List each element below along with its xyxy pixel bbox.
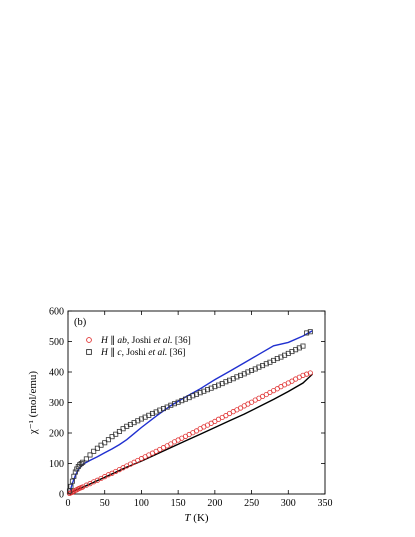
legend-label-part: c [117, 348, 122, 358]
data-point-c [263, 361, 269, 367]
legend-label-part: [36] [167, 348, 185, 358]
data-point-c [216, 382, 222, 388]
data-point-c [69, 478, 75, 484]
legend-label-part: ∥ [108, 347, 118, 358]
data-point-c [223, 379, 229, 385]
data-point-c [175, 399, 181, 405]
data-point-c [168, 402, 174, 408]
data-point-c [102, 440, 108, 446]
data-point-c [274, 356, 280, 362]
y-tick-label: 300 [49, 398, 64, 409]
legend-label-part: , Joshi [122, 348, 149, 358]
legend-label-part: , Joshi [127, 336, 154, 346]
data-point-c [87, 452, 93, 458]
data-point-c [116, 428, 122, 434]
data-point-c [245, 369, 251, 375]
legend-label-part: H [100, 348, 109, 358]
panel-label: (b) [74, 317, 87, 328]
data-point-c [182, 396, 188, 402]
x-tick-label: 50 [100, 498, 110, 509]
y-tick-label: 400 [49, 368, 64, 379]
data-point-c [227, 377, 233, 383]
fit-line [71, 373, 313, 494]
data-point-c [113, 431, 119, 437]
data-point-c [105, 437, 111, 443]
legend-label-part: ∥ [108, 335, 118, 346]
x-axis-label-symbol: T [184, 512, 191, 524]
data-points [66, 329, 313, 496]
legend-marker-square [86, 349, 92, 355]
data-point-c [190, 393, 196, 399]
data-point-c [238, 372, 244, 378]
x-tick-label: 0 [66, 498, 71, 509]
data-point-c [300, 343, 306, 349]
y-tick-label: 100 [49, 459, 64, 470]
legend-label: H ∥ c, Joshi et al. [36] [100, 347, 185, 358]
x-tick-label: 350 [318, 498, 333, 509]
legend-label: H ∥ ab, Joshi et al. [36] [100, 335, 191, 346]
data-point-c [205, 387, 211, 393]
data-point-c [160, 406, 166, 412]
legend: H ∥ ab, Joshi et al. [36]H ∥ c, Joshi et… [86, 335, 191, 358]
data-point-c [157, 407, 163, 413]
axis-ticks: 0 50 100 150 200 250 300 350 0 100 200 300 400 500 600 [49, 307, 333, 510]
y-tick-label: 200 [49, 429, 64, 440]
legend-marker-circle [86, 337, 92, 343]
x-tick-label: 250 [244, 498, 259, 509]
data-point-c [171, 401, 177, 407]
legend-label-part: [36] [173, 336, 191, 346]
x-tick-label: 150 [171, 498, 186, 509]
x-axis-label-unit: (K) [191, 512, 209, 524]
data-point-c [234, 374, 240, 380]
data-point-c [83, 456, 89, 462]
y-tick-label: 0 [59, 490, 64, 501]
data-point-c [304, 330, 310, 336]
data-point-c [72, 469, 78, 475]
data-point-c [94, 445, 100, 451]
data-point-c [212, 384, 218, 390]
x-tick-label: 300 [281, 498, 296, 509]
data-point-c [256, 364, 262, 370]
y-tick-label: 600 [49, 307, 64, 318]
data-point-c [149, 410, 155, 416]
x-tick-label: 100 [134, 498, 149, 509]
data-point-c [78, 460, 84, 466]
data-point-c [193, 391, 199, 397]
legend-label-part: ab [117, 336, 127, 346]
data-point-c [249, 367, 255, 373]
data-point-c [80, 459, 86, 465]
data-point-c [307, 329, 313, 335]
data-point-ab [307, 370, 313, 376]
legend-label-part: et al. [148, 348, 167, 358]
x-tick-label: 200 [207, 498, 222, 509]
legend-label-part: H [100, 336, 109, 346]
data-point-c [197, 390, 203, 396]
data-point-c [201, 388, 207, 394]
y-tick-label: 500 [49, 337, 64, 348]
data-point-c [91, 448, 97, 454]
data-point-c [208, 385, 214, 391]
data-point-c [179, 398, 185, 404]
data-point-c [68, 483, 74, 489]
legend-label-part: et al. [154, 336, 173, 346]
y-axis-label: χ⁻¹ (mol/emu) [27, 371, 39, 436]
x-axis-label: T (K) [184, 512, 208, 524]
